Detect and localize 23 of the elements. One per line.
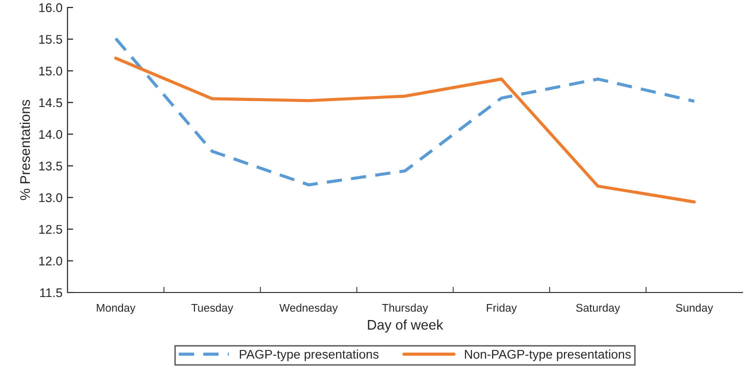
y-tick-label: 13.0 [39, 193, 62, 202]
x-tick-label: Wednesday [279, 304, 338, 314]
y-tick-label: 14.0 [39, 130, 62, 139]
x-tick-label: Sunday [676, 304, 714, 314]
line-series [114, 56, 696, 204]
y-axis-title: % Presentations [20, 100, 30, 200]
legend-label: Non-PAGP-type presentations [464, 350, 631, 362]
y-tick-label: 14.5 [39, 98, 62, 108]
x-tick-label: Saturday [576, 304, 620, 314]
y-tick-label: 13.5 [39, 162, 62, 170]
y-tick-label: 11.5 [40, 288, 62, 298]
legend-label: PAGP-type presentations [240, 350, 379, 362]
y-tick-label: 12.5 [39, 224, 62, 234]
x-tick-label: Monday [96, 304, 136, 314]
line-series [114, 37, 696, 186]
y-tick-label: 12.0 [39, 256, 62, 266]
x-tick-label: Thursday [382, 304, 428, 314]
x-axis-title: Day of week [368, 320, 444, 332]
x-tick-label: Friday [486, 304, 517, 314]
y-tick-label: 15.0 [39, 66, 62, 76]
y-tick-label: 16.0 [39, 3, 62, 12]
x-tick-label: Tuesday [191, 304, 234, 314]
y-tick-label: 15.5 [39, 35, 62, 44]
